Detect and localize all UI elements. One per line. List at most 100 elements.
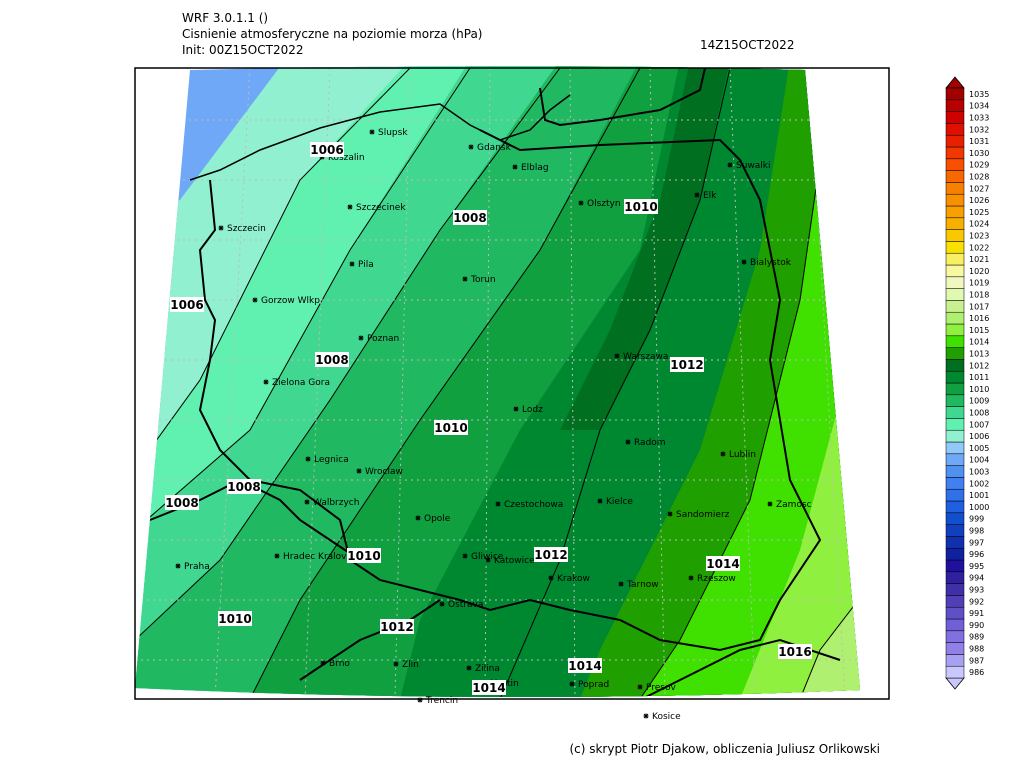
- city-marker: [462, 276, 468, 282]
- colorbar-cap: [945, 677, 965, 690]
- colorbar-label: 1014: [969, 338, 989, 347]
- colorbar-swatch: [945, 654, 965, 667]
- isobar-label-bg: [170, 297, 204, 312]
- city-label: Poznan: [367, 334, 399, 344]
- isobar-label: 1012: [380, 620, 413, 634]
- city-label: Szczecinek: [356, 203, 406, 213]
- city-marker: [356, 468, 362, 474]
- isoline: [499, 67, 731, 698]
- isobar-label: 1008: [315, 353, 348, 367]
- city-marker: [618, 581, 624, 587]
- city-label: Legnica: [314, 455, 349, 465]
- city-label: Gorzow Wlkp: [261, 296, 320, 306]
- city-label: Ostrava: [448, 600, 483, 610]
- isobar-label: 1012: [534, 548, 567, 562]
- isobar-label: 1012: [670, 358, 703, 372]
- city-marker: [358, 335, 364, 341]
- city-label: Lodz: [522, 405, 543, 415]
- colorbar-swatch: [945, 618, 965, 632]
- colorbar-label: 1031: [969, 137, 989, 146]
- colorbar-swatch: [945, 359, 965, 372]
- colorbar-label: 1000: [969, 503, 989, 512]
- colorbar-label: 1028: [969, 173, 989, 182]
- isobar-label: 1006: [170, 298, 203, 312]
- city-label: Zamosc: [776, 500, 812, 510]
- colorbar-swatch: [945, 300, 965, 313]
- colorbar-swatch: [945, 477, 965, 490]
- colorbar-swatch: [945, 500, 965, 514]
- colorbar-label: 989: [969, 633, 984, 642]
- city-marker: [369, 129, 375, 135]
- colorbar-swatch: [945, 288, 965, 301]
- city-marker: [252, 297, 258, 303]
- colorbar-label: 994: [969, 574, 984, 583]
- city-label: Rzeszow: [697, 574, 736, 584]
- isobar-label-bg: [434, 420, 468, 435]
- colorbar-swatch: [945, 335, 965, 348]
- colorbar-swatch: [945, 99, 965, 112]
- city-label: Suwalki: [736, 161, 771, 171]
- valid-time: 14Z15OCT2022: [700, 38, 794, 52]
- isobar-label: 1008: [227, 480, 260, 494]
- colorbar-label: 988: [969, 645, 984, 654]
- isoline: [639, 159, 821, 698]
- city-marker: [263, 379, 269, 385]
- colorbar-swatch: [945, 347, 965, 360]
- city-label: Zielona Gora: [272, 378, 330, 388]
- band: [800, 560, 860, 698]
- city-label: Elk: [703, 191, 717, 201]
- border: [149, 478, 361, 561]
- colorbar-label: 1005: [969, 444, 989, 453]
- isoline: [135, 67, 561, 641]
- border: [198, 129, 822, 652]
- colorbar-label: 1019: [969, 279, 989, 288]
- colorbar-swatch: [945, 571, 965, 584]
- city-marker: [512, 164, 518, 170]
- colorbar-label: 987: [969, 656, 984, 665]
- isobar-label: 1008: [453, 211, 486, 225]
- city-label: Presov: [646, 683, 677, 693]
- colorbar-label: 1016: [969, 314, 989, 323]
- city-marker: [218, 225, 224, 231]
- isobar-label-bg: [218, 611, 252, 626]
- colorbar-swatch: [945, 559, 965, 573]
- isobar-label: 1008: [165, 496, 198, 510]
- colorbar-label: 1030: [969, 149, 989, 158]
- city-label: Koszalin: [328, 153, 365, 163]
- colorbar-swatch: [945, 536, 965, 549]
- border: [539, 67, 706, 127]
- colorbar-swatch: [945, 406, 965, 419]
- isobar-label-bg: [380, 619, 414, 634]
- city-label: Torun: [470, 275, 496, 285]
- colorbar-swatch: [945, 583, 965, 596]
- city-label: Trencin: [425, 696, 458, 706]
- isobar-label: 1010: [347, 549, 380, 563]
- city-marker: [347, 204, 353, 210]
- city-marker: [274, 553, 280, 559]
- colorbar-swatch: [945, 630, 965, 643]
- colorbar-label: 1017: [969, 302, 989, 311]
- colorbar-label: 1001: [969, 491, 989, 500]
- colorbar-swatch: [945, 323, 965, 337]
- colorbar-swatch: [945, 87, 965, 101]
- isobar-label-bg: [706, 556, 740, 571]
- isoline: [135, 67, 471, 531]
- colorbar-label: 999: [969, 515, 984, 524]
- colorbar-swatch: [945, 229, 965, 242]
- city-marker: [466, 665, 472, 671]
- city-label: Pila: [358, 260, 374, 270]
- city-marker: [468, 144, 474, 150]
- isobar-label-bg: [472, 680, 506, 695]
- city-marker: [304, 499, 310, 505]
- city-label: Czestochowa: [504, 500, 563, 510]
- city-marker: [439, 601, 445, 607]
- city-marker: [175, 563, 181, 569]
- isobar-label-bg: [227, 479, 261, 494]
- colorbar-swatch: [945, 252, 965, 266]
- colorbar-label: 1004: [969, 456, 989, 465]
- city-label: Wroclaw: [365, 467, 403, 477]
- city-label: Gdansk: [477, 143, 512, 153]
- city-marker: [548, 575, 554, 581]
- city-marker: [667, 511, 673, 517]
- cities: Slupsk Gdansk Koszalin Elblag Szczecinek Olsz…: [175, 128, 812, 722]
